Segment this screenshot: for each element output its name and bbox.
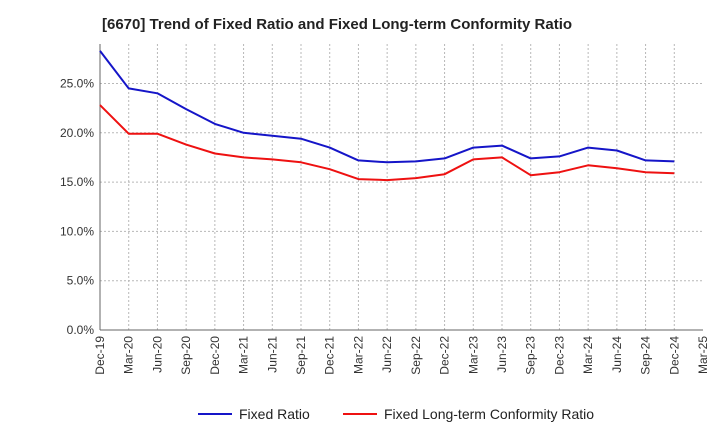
y-tick-label: 25.0%	[60, 76, 94, 90]
x-tick-label: Jun-22	[380, 336, 394, 373]
legend-label-2: Fixed Long-term Conformity Ratio	[384, 406, 594, 422]
x-tick-label: Mar-21	[237, 336, 251, 374]
x-tick-label: Jun-24	[610, 336, 624, 373]
x-tick-label: Jun-20	[150, 336, 164, 373]
y-tick-label: 0.0%	[67, 323, 95, 337]
x-tick-label: Dec-24	[667, 336, 681, 375]
x-tick-label: Dec-23	[552, 336, 566, 375]
x-tick-label: Mar-22	[351, 336, 365, 374]
x-tick-label: Mar-24	[581, 336, 595, 374]
y-tick-label: 10.0%	[60, 224, 94, 238]
x-tick-label: Jun-21	[265, 336, 279, 373]
x-tick-label: Dec-21	[323, 336, 337, 375]
x-tick-label: Mar-25	[696, 336, 710, 374]
series-line-2	[99, 104, 675, 182]
x-tick-label: Dec-22	[438, 336, 452, 375]
x-tick-label: Mar-20	[122, 336, 136, 374]
x-tick-label: Sep-24	[639, 336, 653, 375]
series-line-1	[99, 50, 675, 164]
x-tick-label: Sep-23	[524, 336, 538, 375]
legend-label-1: Fixed Ratio	[239, 406, 310, 422]
y-tick-label: 5.0%	[67, 274, 95, 288]
x-tick-label: Jun-23	[495, 336, 509, 373]
chart-title: [6670] Trend of Fixed Ratio and Fixed Lo…	[102, 16, 573, 33]
x-tick-label: Sep-22	[409, 336, 423, 375]
y-tick-label: 15.0%	[60, 175, 94, 189]
x-tick-label: Dec-20	[208, 336, 222, 375]
x-tick-label: Mar-23	[466, 336, 480, 374]
x-tick-label: Sep-20	[179, 336, 193, 375]
x-tick-label: Sep-21	[294, 336, 308, 375]
x-tick-label: Dec-19	[93, 336, 107, 375]
y-tick-label: 20.0%	[60, 126, 94, 140]
